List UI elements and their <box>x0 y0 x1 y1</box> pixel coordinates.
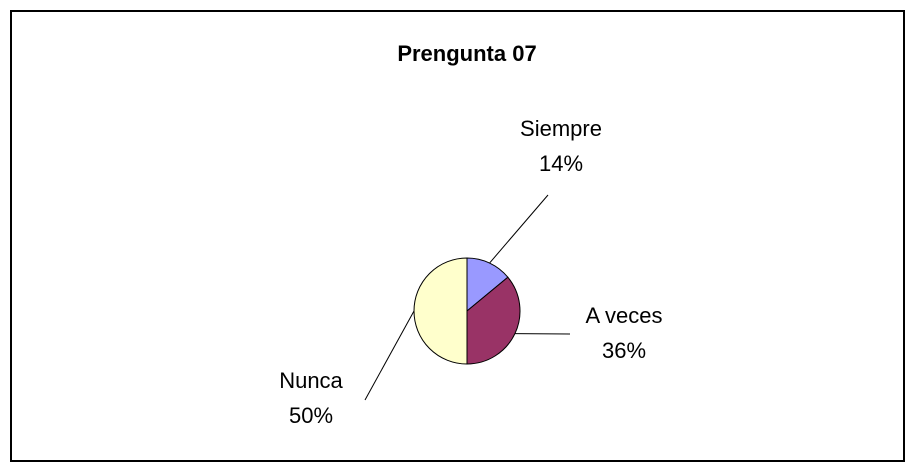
slice-label: A veces <box>585 303 662 328</box>
slice-label: Nunca <box>279 368 343 393</box>
chart-title: Prengunta 07 <box>397 41 536 66</box>
pie-slice <box>466 276 521 365</box>
slice-value-label: 14% <box>539 151 583 176</box>
slice-label: Siempre <box>520 116 602 141</box>
leader-line <box>364 310 415 401</box>
slice-value-label: 36% <box>602 338 646 363</box>
leader-line <box>489 194 549 264</box>
slice-value-label: 50% <box>289 403 333 428</box>
chart-border <box>10 10 905 462</box>
